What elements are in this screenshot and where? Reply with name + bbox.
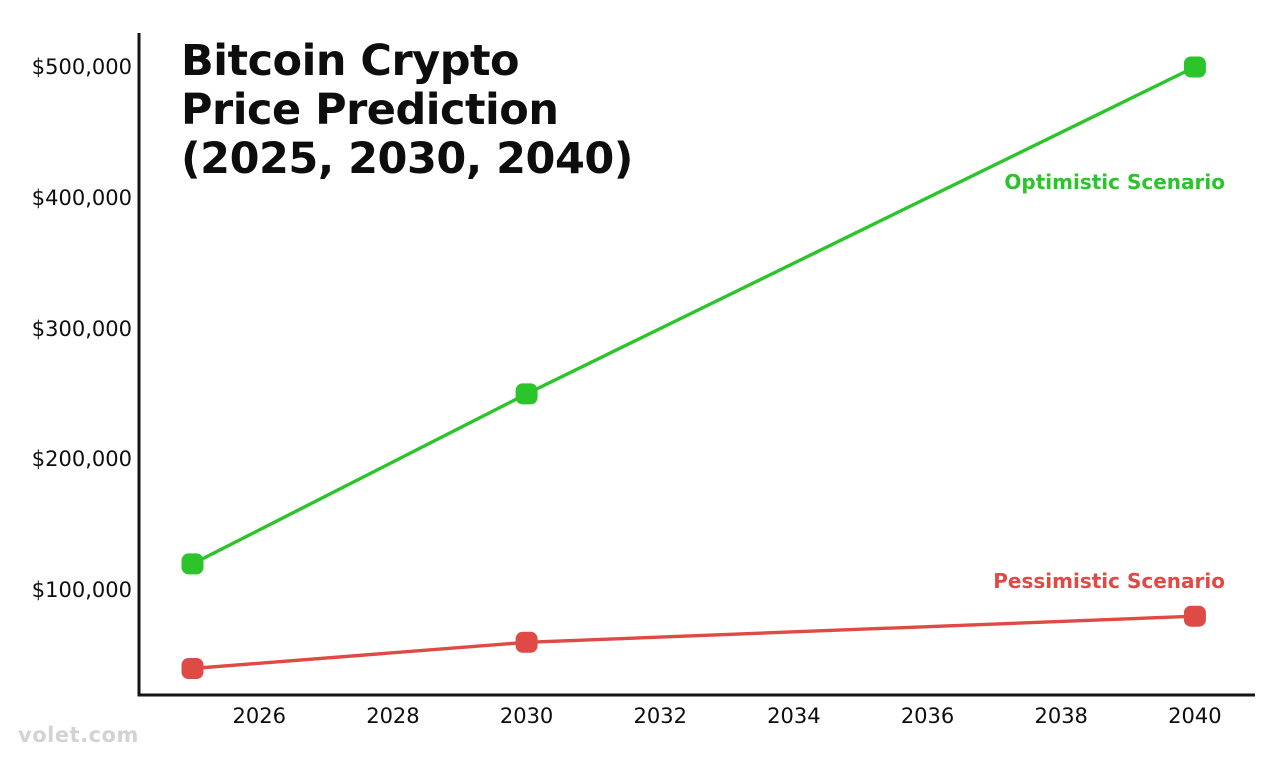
data-point-marker: [181, 658, 204, 679]
y-tick-label: $200,000: [31, 447, 132, 472]
watermark-volet: volet.com: [18, 723, 139, 747]
chart-title: Bitcoin Crypto Price Prediction (2025, 2…: [181, 37, 633, 184]
optimistic-series-label: Optimistic Scenario: [1004, 170, 1225, 194]
x-tick-label: 2030: [499, 704, 554, 728]
x-tick-label: 2032: [633, 704, 687, 728]
x-tick-label: 2034: [767, 704, 821, 728]
data-point-marker: [181, 553, 204, 575]
data-point-marker: [1183, 605, 1206, 627]
y-tick-label: $100,000: [31, 578, 132, 602]
data-point-marker: [1183, 56, 1206, 78]
data-point-marker: [515, 383, 538, 405]
x-tick-label: 2040: [1168, 704, 1222, 728]
x-tick-label: 2036: [900, 704, 955, 728]
y-axis-tick-labels: $500,000 $400,000 $300,000 $200,000 $100,000: [0, 0, 132, 760]
chart-title-line-3: (2025, 2030, 2040): [181, 134, 633, 184]
chart-title-line-2: Price Prediction: [181, 85, 559, 135]
y-tick-label: $400,000: [31, 185, 132, 210]
y-tick-label: $300,000: [31, 316, 132, 341]
axes: [137, 33, 1255, 697]
x-axis-tick-labels: 2026 2028 2030 2032 2034 2036 2038 2040: [0, 703, 1280, 733]
x-tick-label: 2028: [366, 704, 420, 728]
pessimistic-series-label: Pessimistic Scenario: [993, 569, 1225, 593]
series-line-pessimistic: [192, 614, 1195, 671]
data-point-marker: [515, 631, 538, 653]
chart-title-line-1: Bitcoin Crypto: [181, 36, 520, 86]
y-tick-label: $500,000: [31, 54, 132, 79]
x-tick-label: 2026: [232, 704, 286, 728]
x-tick-label: 2038: [1034, 704, 1088, 728]
